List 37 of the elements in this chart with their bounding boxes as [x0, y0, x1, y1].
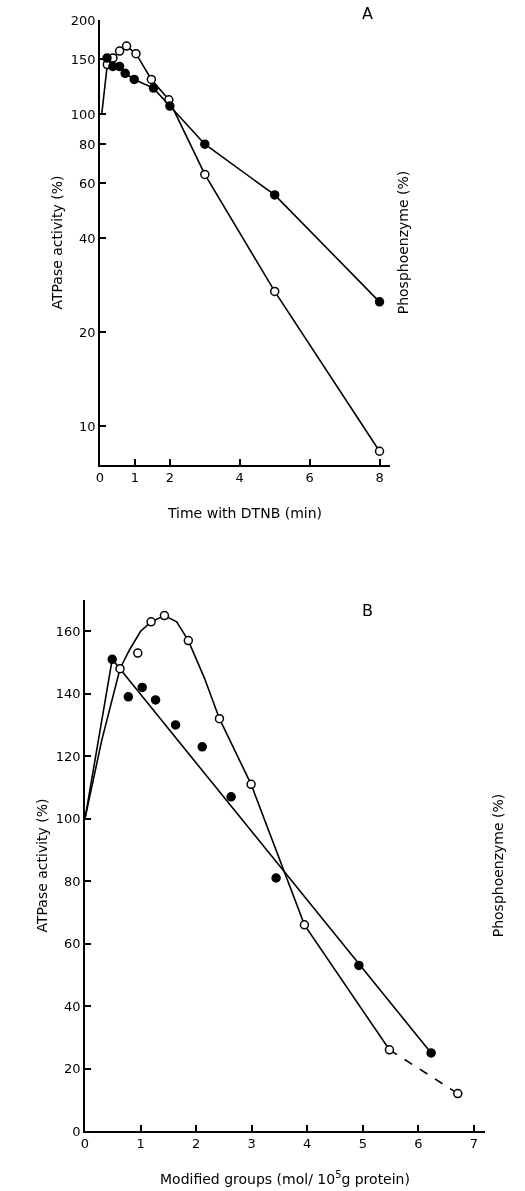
y-axis-title: ATPase activity (%): [33, 798, 50, 933]
x-tick-label: 4: [303, 1136, 312, 1152]
x-tick-label: 4: [235, 470, 244, 486]
y-tick-label: 150: [70, 51, 96, 67]
x-tick-label: 8: [375, 470, 384, 486]
x-tick-label: 2: [165, 470, 175, 486]
y-tick-label: 20: [79, 324, 96, 340]
x-axis-title: Modified groups (mol/ 10$^{5}$g protein): [160, 1168, 410, 1187]
y-tick-label: 60: [79, 175, 96, 191]
chart-title: B: [362, 601, 373, 621]
y-tick-label: 120: [55, 748, 81, 764]
y-tick-label: 80: [64, 873, 81, 889]
chart-title: A: [362, 4, 374, 24]
x-tick-label: 6: [305, 470, 314, 486]
x-tick-label: 5: [358, 1136, 367, 1152]
x-axis-title: Time with DTNB (min): [166, 504, 323, 521]
y-tick-label: 100: [55, 811, 81, 827]
y-axis-title: ATPase activity (%): [48, 175, 65, 310]
x-tick-label: 3: [247, 1136, 256, 1152]
y-tick-label: 40: [64, 998, 81, 1014]
y-tick-label: 200: [70, 12, 96, 28]
y2-axis-title: Phosphoenzyme (%): [395, 170, 412, 315]
y-tick-label: 0: [72, 1123, 81, 1139]
x-tick-label: 1: [130, 470, 140, 486]
y2-axis-title: Phosphoenzyme (%): [490, 793, 507, 938]
y-tick-label: 80: [79, 136, 96, 152]
y-tick-label: 160: [55, 623, 81, 639]
x-tick-label: 6: [414, 1136, 423, 1152]
y-tick-label: 60: [64, 936, 81, 952]
y-tick-label: 20: [64, 1061, 81, 1077]
y-tick-label: 140: [55, 686, 81, 702]
y-tick-label: 100: [70, 106, 96, 122]
x-tick-label: 1: [136, 1136, 145, 1152]
x-tick-label: 7: [469, 1136, 479, 1152]
y-tick-label: 40: [79, 230, 96, 246]
x-tick-label: 2: [191, 1136, 201, 1152]
y-tick-label: 10: [79, 418, 96, 434]
